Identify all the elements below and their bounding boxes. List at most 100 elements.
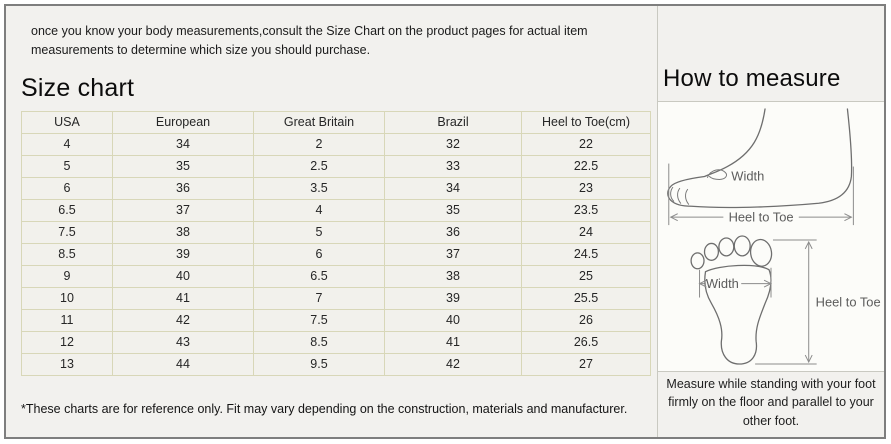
table-cell: 5	[253, 220, 385, 244]
table-cell: 13	[21, 352, 113, 376]
table-cell: 39	[384, 286, 522, 310]
table-cell: 42	[112, 308, 254, 332]
table-cell: 23.5	[521, 198, 651, 222]
how-to-measure-title: How to measure	[663, 65, 841, 92]
arrowhead-up	[804, 240, 813, 250]
reference-footnote: *These charts are for reference only. Fi…	[21, 401, 628, 416]
table-cell: 42	[384, 352, 522, 376]
page-layout: once you know your body measurements,con…	[6, 6, 884, 437]
table-cell: 5	[21, 154, 113, 178]
little-toe	[690, 252, 705, 270]
table-cell: 32	[384, 132, 522, 156]
column-header-european: European	[112, 110, 254, 134]
table-cell: 25.5	[521, 286, 651, 310]
table-cell: 40	[112, 264, 254, 288]
table-cell: 22.5	[521, 154, 651, 178]
table-cell: 38	[384, 264, 522, 288]
middle-toe	[718, 237, 735, 257]
foot-side-outline	[667, 108, 853, 209]
table-cell: 24	[521, 220, 651, 244]
table-header-row: USA European Great Britain Brazil Heel t…	[21, 110, 651, 134]
arrowhead-right	[844, 213, 853, 222]
table-cell: 6	[253, 242, 385, 266]
size-conversion-table: USA European Great Britain Brazil Heel t…	[21, 110, 651, 376]
table-cell: 22	[521, 132, 651, 156]
column-header-heel-to-toe: Heel to Toe(cm)	[521, 110, 651, 134]
big-toe	[749, 238, 773, 267]
table-row: 8.5 39 6 37 24.5	[21, 242, 651, 266]
column-header-brazil: Brazil	[384, 110, 522, 134]
table-row: 7.5 38 5 36 24	[21, 220, 651, 244]
table-cell: 4	[253, 198, 385, 222]
table-cell: 37	[384, 242, 522, 266]
table-cell: 26.5	[521, 330, 651, 354]
arrowhead-down	[804, 354, 813, 364]
table-cell: 26	[521, 308, 651, 332]
table-cell: 3.5	[253, 176, 385, 200]
how-to-measure-header: How to measure	[658, 6, 884, 102]
table-cell: 7.5	[21, 220, 113, 244]
table-cell: 41	[112, 286, 254, 310]
table-cell: 41	[384, 330, 522, 354]
fourth-toe	[703, 242, 720, 261]
table-cell: 43	[112, 330, 254, 354]
heel-to-toe-label-side: Heel to Toe	[729, 210, 794, 225]
table-cell: 34	[384, 176, 522, 200]
table-cell: 7	[253, 286, 385, 310]
table-cell: 38	[112, 220, 254, 244]
table-row: 11 42 7.5 40 26	[21, 308, 651, 332]
table-cell: 25	[521, 264, 651, 288]
table-cell: 10	[21, 286, 113, 310]
size-chart-title: Size chart	[21, 73, 135, 102]
table-cell: 33	[384, 154, 522, 178]
table-row: 4 34 2 32 22	[21, 132, 651, 156]
table-cell: 4	[21, 132, 113, 156]
table-cell: 9	[21, 264, 113, 288]
toe-detail-lines	[670, 186, 690, 205]
size-chart-page: once you know your body measurements,con…	[4, 4, 886, 439]
second-toe	[733, 235, 751, 257]
table-cell: 27	[521, 352, 651, 376]
foot-side-view-diagram: Width Heel to Toe	[667, 108, 854, 226]
size-chart-section: once you know your body measurements,con…	[6, 6, 657, 437]
table-row: 10 41 7 39 25.5	[21, 286, 651, 310]
table-cell: 7.5	[253, 308, 385, 332]
table-cell: 2.5	[253, 154, 385, 178]
table-row: 13 44 9.5 42 27	[21, 352, 651, 376]
size-table-body: 4 34 2 32 22 5 35 2.5 33 22.5 6 36 3.5 34 23 6.5 37 4 35 23…	[21, 132, 651, 376]
table-cell: 36	[112, 176, 254, 200]
table-cell: 39	[112, 242, 254, 266]
arrowhead-left	[669, 213, 678, 222]
measure-instruction-note: Measure while standing with your foot fi…	[666, 377, 876, 428]
table-cell: 36	[384, 220, 522, 244]
footprint-diagram: Width Heel to Toe	[690, 235, 881, 365]
instep-width-loop	[706, 169, 728, 180]
table-cell: 23	[521, 176, 651, 200]
table-cell: 35	[384, 198, 522, 222]
column-header-great-britain: Great Britain	[253, 110, 385, 134]
table-row: 6.5 37 4 35 23.5	[21, 198, 651, 222]
table-row: 5 35 2.5 33 22.5	[21, 154, 651, 178]
table-cell: 34	[112, 132, 254, 156]
table-cell: 9.5	[253, 352, 385, 376]
table-cell: 37	[112, 198, 254, 222]
heel-to-toe-label-top: Heel to Toe	[816, 294, 881, 309]
table-cell: 6	[21, 176, 113, 200]
table-cell: 24.5	[521, 242, 651, 266]
table-cell: 35	[112, 154, 254, 178]
table-cell: 40	[384, 308, 522, 332]
footprint-outline	[704, 264, 772, 365]
column-header-usa: USA	[21, 110, 113, 134]
table-cell: 8.5	[253, 330, 385, 354]
how-to-measure-section: How to measure Width Heel to Toe	[657, 6, 884, 437]
table-cell: 8.5	[21, 242, 113, 266]
table-cell: 6.5	[21, 198, 113, 222]
width-arrowhead-left	[698, 279, 707, 288]
width-arrowhead-right	[763, 279, 773, 288]
table-row: 6 36 3.5 34 23	[21, 176, 651, 200]
intro-text: once you know your body measurements,con…	[31, 24, 588, 57]
table-cell: 44	[112, 352, 254, 376]
table-cell: 2	[253, 132, 385, 156]
width-label-side: Width	[731, 168, 764, 183]
table-cell: 11	[21, 308, 113, 332]
